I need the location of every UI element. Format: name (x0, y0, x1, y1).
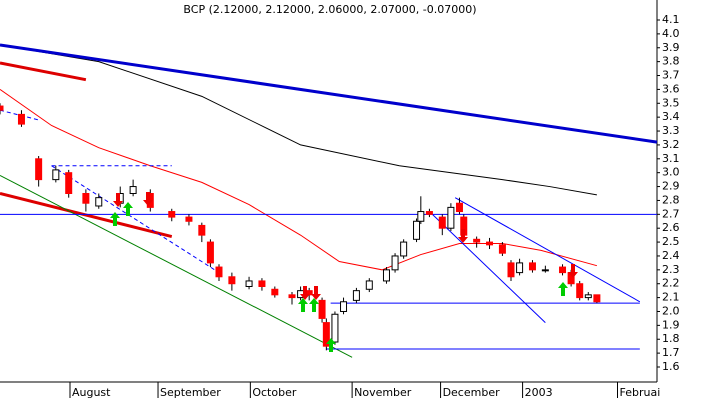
y-tick-label: 1.7 (662, 346, 680, 359)
candle-body (541, 269, 549, 272)
y-tick-label: 2.7 (662, 207, 680, 220)
trend-line (51, 165, 215, 271)
y-tick-label: 3.3 (662, 124, 680, 137)
candle-body (340, 301, 348, 312)
y-tick-label: 3.2 (662, 138, 680, 151)
candle-body (593, 294, 601, 303)
signals (110, 192, 578, 352)
candle-body (0, 105, 4, 111)
candle-body (438, 216, 446, 229)
candle-body (52, 169, 60, 181)
y-tick-label: 2.8 (662, 193, 680, 206)
candle-body (271, 288, 279, 296)
y-tick-label: 3.7 (662, 69, 680, 82)
candle-body (391, 255, 399, 271)
candle-body (245, 280, 253, 287)
candle-body (576, 283, 584, 299)
candle-body (206, 241, 214, 264)
candle-body (455, 202, 463, 213)
trend-line (429, 211, 546, 323)
x-tick-label: December (443, 386, 501, 399)
candle-body (498, 244, 506, 254)
y-tick-label: 3.1 (662, 152, 680, 165)
candle-body (331, 313, 339, 343)
y-tick-label: 3.9 (662, 41, 680, 54)
x-tick-label: October (252, 386, 296, 399)
candle-body (95, 197, 103, 207)
candle-body (82, 193, 90, 204)
candle-body (228, 276, 236, 285)
candle-body (185, 216, 193, 222)
y-tick-label: 2.5 (662, 235, 680, 248)
candle-body (400, 241, 408, 257)
trend-line (0, 43, 658, 144)
x-tick-label: August (72, 386, 111, 399)
candle-body (507, 262, 515, 278)
y-tick-label: 2.1 (662, 291, 680, 304)
y-tick-label: 2.0 (662, 304, 680, 317)
candle-body (258, 280, 266, 287)
y-tick-label: 3.4 (662, 110, 680, 123)
y-tick-label: 3.6 (662, 82, 680, 95)
chart-title: BCP (2.12000, 2.12000, 2.06000, 2.07000,… (183, 3, 476, 16)
candle-body (17, 113, 25, 125)
trend-line (0, 61, 87, 82)
candle-body (584, 294, 592, 299)
y-tick-label: 2.4 (662, 249, 680, 262)
candle-body (486, 241, 494, 246)
candle-body (198, 224, 206, 236)
x-tick-label: Februai (619, 386, 660, 399)
trend-line (0, 192, 173, 238)
y-tick-label: 4.1 (662, 13, 680, 26)
candle-body (559, 266, 567, 274)
candle-body (447, 206, 455, 229)
buy-arrows (110, 202, 568, 352)
x-tick-label: November (354, 386, 412, 399)
x-tick-label: 2003 (525, 386, 553, 399)
x-tick-label: September (160, 386, 221, 399)
candle-body (382, 269, 390, 282)
y-tick-label: 3.8 (662, 55, 680, 68)
trend-line (0, 175, 353, 358)
plot (0, 43, 658, 358)
candle-body (129, 186, 137, 194)
candle-body (413, 220, 421, 240)
candle-body (215, 266, 223, 278)
candle-body (417, 211, 425, 222)
y-tick-label: 1.9 (662, 318, 680, 331)
candle-body (365, 280, 373, 290)
trend-line (0, 88, 598, 271)
candle-body (473, 238, 481, 243)
candle-body (65, 172, 73, 194)
y-tick-label: 2.9 (662, 180, 680, 193)
candle-body (528, 262, 536, 271)
y-tick-label: 2.3 (662, 263, 680, 276)
candle-body (35, 158, 43, 181)
candle-body (288, 294, 296, 299)
y-tick-label: 2.6 (662, 221, 680, 234)
y-tick-label: 1.8 (662, 332, 680, 345)
trend-line (454, 197, 641, 303)
candle-body (516, 262, 524, 274)
candle-body (168, 211, 176, 218)
candle-body (322, 322, 330, 347)
y-tick-label: 3.5 (662, 96, 680, 109)
y-tick-label: 4.0 (662, 27, 680, 40)
trend-line (0, 44, 597, 196)
candle-body (352, 290, 360, 301)
candle-body (318, 299, 326, 319)
y-tick-label: 2.2 (662, 277, 680, 290)
candle-body (425, 211, 433, 215)
y-tick-label: 3.0 (662, 166, 680, 179)
sell-arrows (113, 192, 578, 300)
y-tick-label: 1.6 (662, 360, 680, 373)
